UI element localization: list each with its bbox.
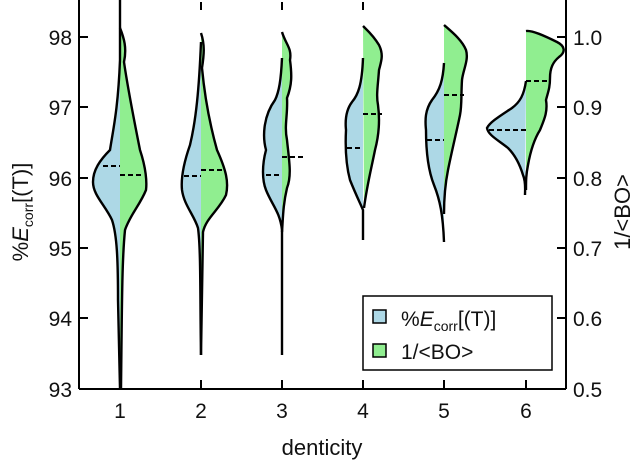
left-tick-93: 93 — [49, 379, 72, 402]
x-tick-3: 3 — [276, 400, 288, 423]
violin-denticity-2 — [180, 2, 229, 356]
x-axis-title: denticity — [282, 435, 363, 460]
right-tick-0.9: 0.9 — [573, 97, 602, 120]
legend-label-bo: 1/<BO> — [401, 341, 473, 364]
left-tick-96: 96 — [49, 168, 72, 191]
left-tick-97: 97 — [49, 97, 72, 120]
left-tick-94: 94 — [49, 308, 73, 331]
right-tick-0.6: 0.6 — [573, 308, 602, 331]
x-tick-2: 2 — [195, 400, 207, 423]
right-tick-0.5: 0.5 — [573, 379, 602, 402]
left-y-axis: 98 97 96 95 94 93 — [49, 27, 88, 402]
right-tick-0.8: 0.8 — [573, 168, 602, 191]
right-tick-0.7: 0.7 — [573, 238, 602, 261]
legend-label-ecorr: %Ecorr[(T)] — [401, 308, 496, 334]
right-y-axis: 1.0 0.9 0.8 0.7 0.6 0.5 — [557, 27, 602, 402]
legend: %Ecorr[(T)] 1/<BO> — [362, 295, 553, 371]
x-tick-5: 5 — [438, 400, 450, 423]
left-tick-95: 95 — [49, 238, 72, 261]
plot-area — [91, 0, 565, 390]
x-axis: 1 2 3 4 5 6 denticity — [114, 380, 532, 460]
left-tick-98: 98 — [49, 27, 72, 50]
violin-denticity-5 — [424, 24, 468, 243]
violin-1-right-half — [120, 28, 147, 389]
legend-swatch-ecorr — [372, 309, 387, 324]
left-axis-title: %Ecorr[(T)] — [8, 163, 36, 262]
violin-denticity-6 — [485, 29, 565, 196]
x-tick-6: 6 — [520, 400, 532, 423]
x-tick-1: 1 — [114, 400, 126, 423]
legend-swatch-bo — [372, 343, 387, 358]
violin-denticity-3 — [261, 2, 303, 355]
violin-1-left-half — [93, 0, 120, 389]
violin-denticity-4 — [344, 2, 383, 240]
axes-frame — [78, 0, 567, 390]
right-tick-1.0: 1.0 — [573, 27, 602, 50]
violin-denticity-1 — [91, 0, 148, 390]
x-tick-4: 4 — [357, 400, 369, 423]
right-axis-title: 1/<BO> — [610, 174, 635, 250]
